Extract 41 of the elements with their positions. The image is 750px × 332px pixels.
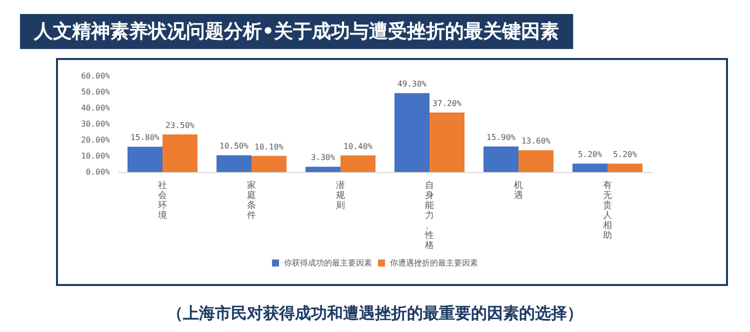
bar [608, 164, 642, 172]
y-tick-label: 60.00% [81, 72, 110, 80]
y-tick-label: 10.00% [81, 152, 110, 160]
y-tick-label: 0.00% [86, 168, 110, 176]
data-label: 10.50% [220, 142, 249, 151]
data-label: 10.10% [254, 142, 284, 152]
bar [128, 146, 162, 172]
bar [572, 164, 608, 172]
data-label: 49.30% [398, 80, 427, 89]
chart-title: 人文精神素养状况问题分析•关于成功与遭受挫折的最关键因素 [33, 20, 560, 42]
y-tick-label: 40.00% [81, 104, 110, 112]
y-tick-label: 20.00% [81, 136, 110, 144]
bar [394, 93, 430, 172]
bar [340, 155, 376, 172]
data-label: 10.40% [344, 142, 373, 151]
bar [430, 112, 464, 172]
legend-label: 你获得成功的最主要因素 [284, 258, 372, 268]
x-tick-label: 家庭条件 [247, 180, 256, 220]
x-tick-label: 自身能力、性格 [424, 180, 434, 250]
bar [518, 150, 554, 172]
y-tick-label: 50.00% [81, 88, 110, 96]
bar [306, 166, 340, 172]
text: （上海市民对获得成功和遭遇挫折的最重要的因素的选择） [167, 304, 583, 322]
bar [484, 146, 518, 172]
data-label: 5.20% [612, 150, 638, 160]
y-tick-label: 30.00% [81, 120, 110, 128]
x-tick-label: 有无贵人相助 [603, 180, 612, 240]
data-label: 13.60% [522, 136, 551, 146]
bar [162, 134, 198, 172]
bar [216, 155, 252, 172]
data-label: 37.20% [432, 98, 462, 108]
x-tick-label: 机遇 [514, 180, 523, 200]
data-label: 15.90% [486, 133, 516, 142]
data-label: 5.20% [578, 150, 602, 160]
data-label: 23.50% [166, 120, 195, 130]
bar [252, 156, 286, 172]
x-tick-label: 潜规则 [336, 180, 345, 210]
data-label: 3.30% [310, 153, 336, 162]
data-label: 15.80% [130, 133, 160, 142]
legend-label: 你遭遇挫折的最主要因素 [390, 258, 478, 268]
x-tick-label: 社会环境 [157, 180, 167, 220]
